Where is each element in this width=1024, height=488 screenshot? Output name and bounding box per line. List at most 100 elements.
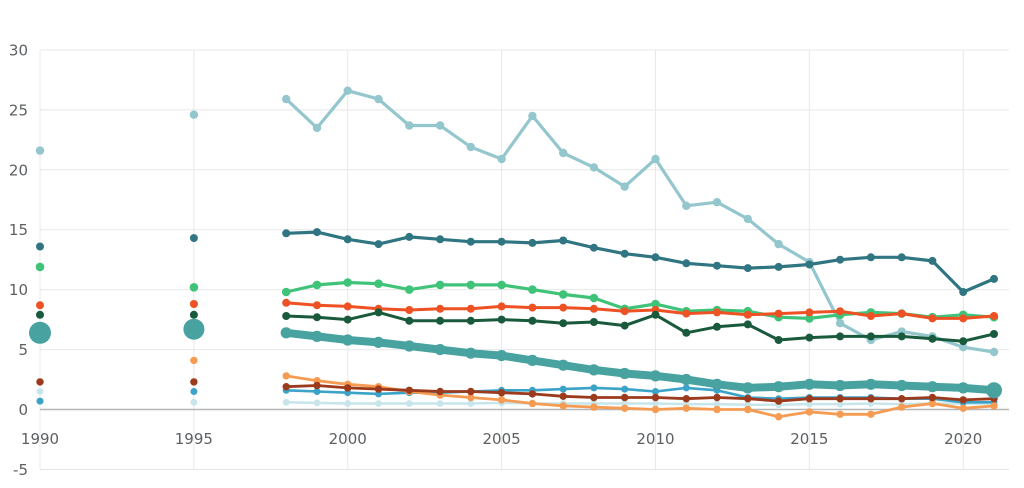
data-point-dark-green-1990 (36, 310, 44, 319)
x-tick-label: 2010 (636, 430, 674, 448)
data-point-dark-red-2004 (467, 387, 475, 396)
data-point-thick-teal-2019 (926, 381, 939, 393)
data-point-pale-cyan-2001 (375, 400, 382, 407)
data-point-light-teal-2001 (374, 94, 383, 104)
data-point-dark-green-2001 (374, 308, 383, 317)
data-point-light-orange-2016 (836, 410, 844, 418)
data-point-dark-green-2019 (928, 334, 937, 343)
data-point-light-teal-2020 (959, 343, 968, 352)
data-point-dark-red-2016 (836, 395, 844, 403)
data-point-dark-green-2004 (466, 316, 475, 325)
data-point-orange-1995 (189, 300, 198, 308)
data-point-light-orange-2019 (928, 399, 937, 408)
data-point-dark-green-2014 (774, 336, 783, 344)
data-point-dark-teal-2000 (343, 235, 352, 244)
data-point-dark-green-2006 (528, 316, 537, 325)
data-point-light-teal-2010 (651, 154, 660, 164)
data-point-dark-red-2008 (590, 393, 598, 402)
data-point-light-teal-2021 (989, 347, 999, 357)
data-point-green-2000 (343, 278, 353, 287)
data-point-orange-2005 (497, 302, 506, 311)
series-line-dark-green (284, 310, 996, 343)
data-point-thick-teal-2001 (372, 336, 385, 348)
data-point-dark-teal-2011 (682, 259, 691, 268)
data-point-thick-teal-2020 (957, 382, 969, 394)
data-point-thick-teal-2018 (896, 379, 908, 392)
data-point-light-teal-2008 (589, 163, 599, 172)
data-point-dark-red-2002 (405, 386, 413, 394)
y-tick-label: 10 (9, 281, 28, 299)
data-point-dark-teal-1990 (36, 242, 44, 251)
data-point-dark-teal-2018 (897, 253, 906, 262)
data-point-dark-red-2018 (898, 395, 906, 403)
series-line-orange (284, 301, 996, 320)
y-tick-label: 25 (9, 101, 28, 119)
data-point-dark-red-2005 (497, 389, 506, 397)
data-point-light-orange-2007 (559, 402, 567, 410)
data-point-orange-1990 (36, 301, 44, 310)
data-point-orange-2011 (682, 309, 691, 318)
data-point-dark-green-2005 (497, 315, 506, 324)
data-point-pale-cyan-1999 (313, 399, 321, 407)
data-point-dark-teal-2005 (497, 237, 506, 246)
data-point-orange-2012 (713, 308, 721, 317)
data-point-light-teal-1998 (282, 94, 291, 104)
x-tick-label: 2005 (483, 430, 521, 448)
data-point-dark-green-2008 (589, 318, 598, 326)
data-point-dark-teal-2006 (528, 238, 537, 247)
x-tick-label: 2015 (790, 430, 828, 448)
x-tick-label: 2020 (944, 430, 982, 448)
data-point-pale-cyan-1995 (190, 398, 198, 406)
data-point-light-orange-2015 (805, 408, 814, 416)
data-point-light-teal-2014 (774, 239, 783, 249)
data-point-orange-2021 (990, 312, 998, 320)
data-point-thick-teal-2008 (588, 364, 600, 376)
data-point-light-orange-2008 (590, 403, 598, 411)
data-point-thick-teal-2006 (526, 354, 539, 366)
series-line-light-teal (284, 89, 996, 354)
data-point-dark-teal-2017 (866, 253, 875, 262)
data-point-light-orange-2010 (651, 405, 660, 414)
data-point-dark-green-2017 (866, 332, 875, 341)
data-point-dark-green-2013 (743, 320, 752, 329)
data-point-thick-teal-2004 (465, 347, 477, 359)
data-point-light-orange-1998 (282, 372, 290, 380)
data-point-dark-green-2010 (651, 310, 660, 319)
data-point-green-1995 (189, 283, 199, 292)
data-point-dark-teal-2007 (559, 236, 568, 245)
data-point-dark-teal-2019 (928, 256, 937, 265)
data-point-green-2002 (405, 285, 414, 294)
data-point-light-teal-1995 (189, 110, 199, 119)
data-point-light-teal-2012 (712, 198, 722, 207)
data-point-dark-green-2012 (713, 322, 721, 331)
data-point-dark-teal-2008 (589, 243, 598, 252)
data-point-dark-green-2009 (620, 321, 629, 330)
data-point-thick-teal-2000 (342, 334, 354, 346)
data-point-light-orange-2012 (713, 405, 721, 414)
data-point-green-2010 (651, 299, 660, 309)
data-point-orange-2006 (528, 303, 537, 312)
data-point-dark-green-1998 (282, 312, 291, 320)
data-point-dark-teal-1995 (189, 234, 198, 243)
data-point-dark-green-2002 (405, 316, 414, 325)
data-point-blue-2010 (652, 388, 659, 395)
y-tick-label: 30 (9, 41, 28, 59)
data-point-pale-cyan-2015 (806, 400, 813, 408)
data-point-light-teal-2009 (620, 182, 629, 191)
data-point-dark-teal-2003 (436, 235, 445, 244)
data-point-orange-2015 (805, 308, 814, 317)
data-point-green-2003 (435, 280, 445, 290)
data-point-light-orange-2017 (867, 410, 875, 418)
data-point-blue-2007 (559, 385, 567, 393)
x-tick-label: 1990 (21, 430, 59, 448)
data-point-dark-red-2006 (528, 390, 537, 398)
data-point-thick-teal-2014 (773, 381, 785, 393)
data-point-dark-green-2021 (990, 330, 998, 338)
data-point-green-2015 (805, 314, 814, 323)
data-point-thick-teal-1999 (311, 330, 323, 342)
data-point-dark-teal-2014 (774, 262, 783, 271)
data-point-dark-green-2003 (436, 316, 445, 325)
data-point-dark-teal-2016 (836, 255, 845, 264)
data-point-light-orange-1995 (190, 356, 198, 365)
data-point-light-teal-1999 (312, 123, 322, 133)
